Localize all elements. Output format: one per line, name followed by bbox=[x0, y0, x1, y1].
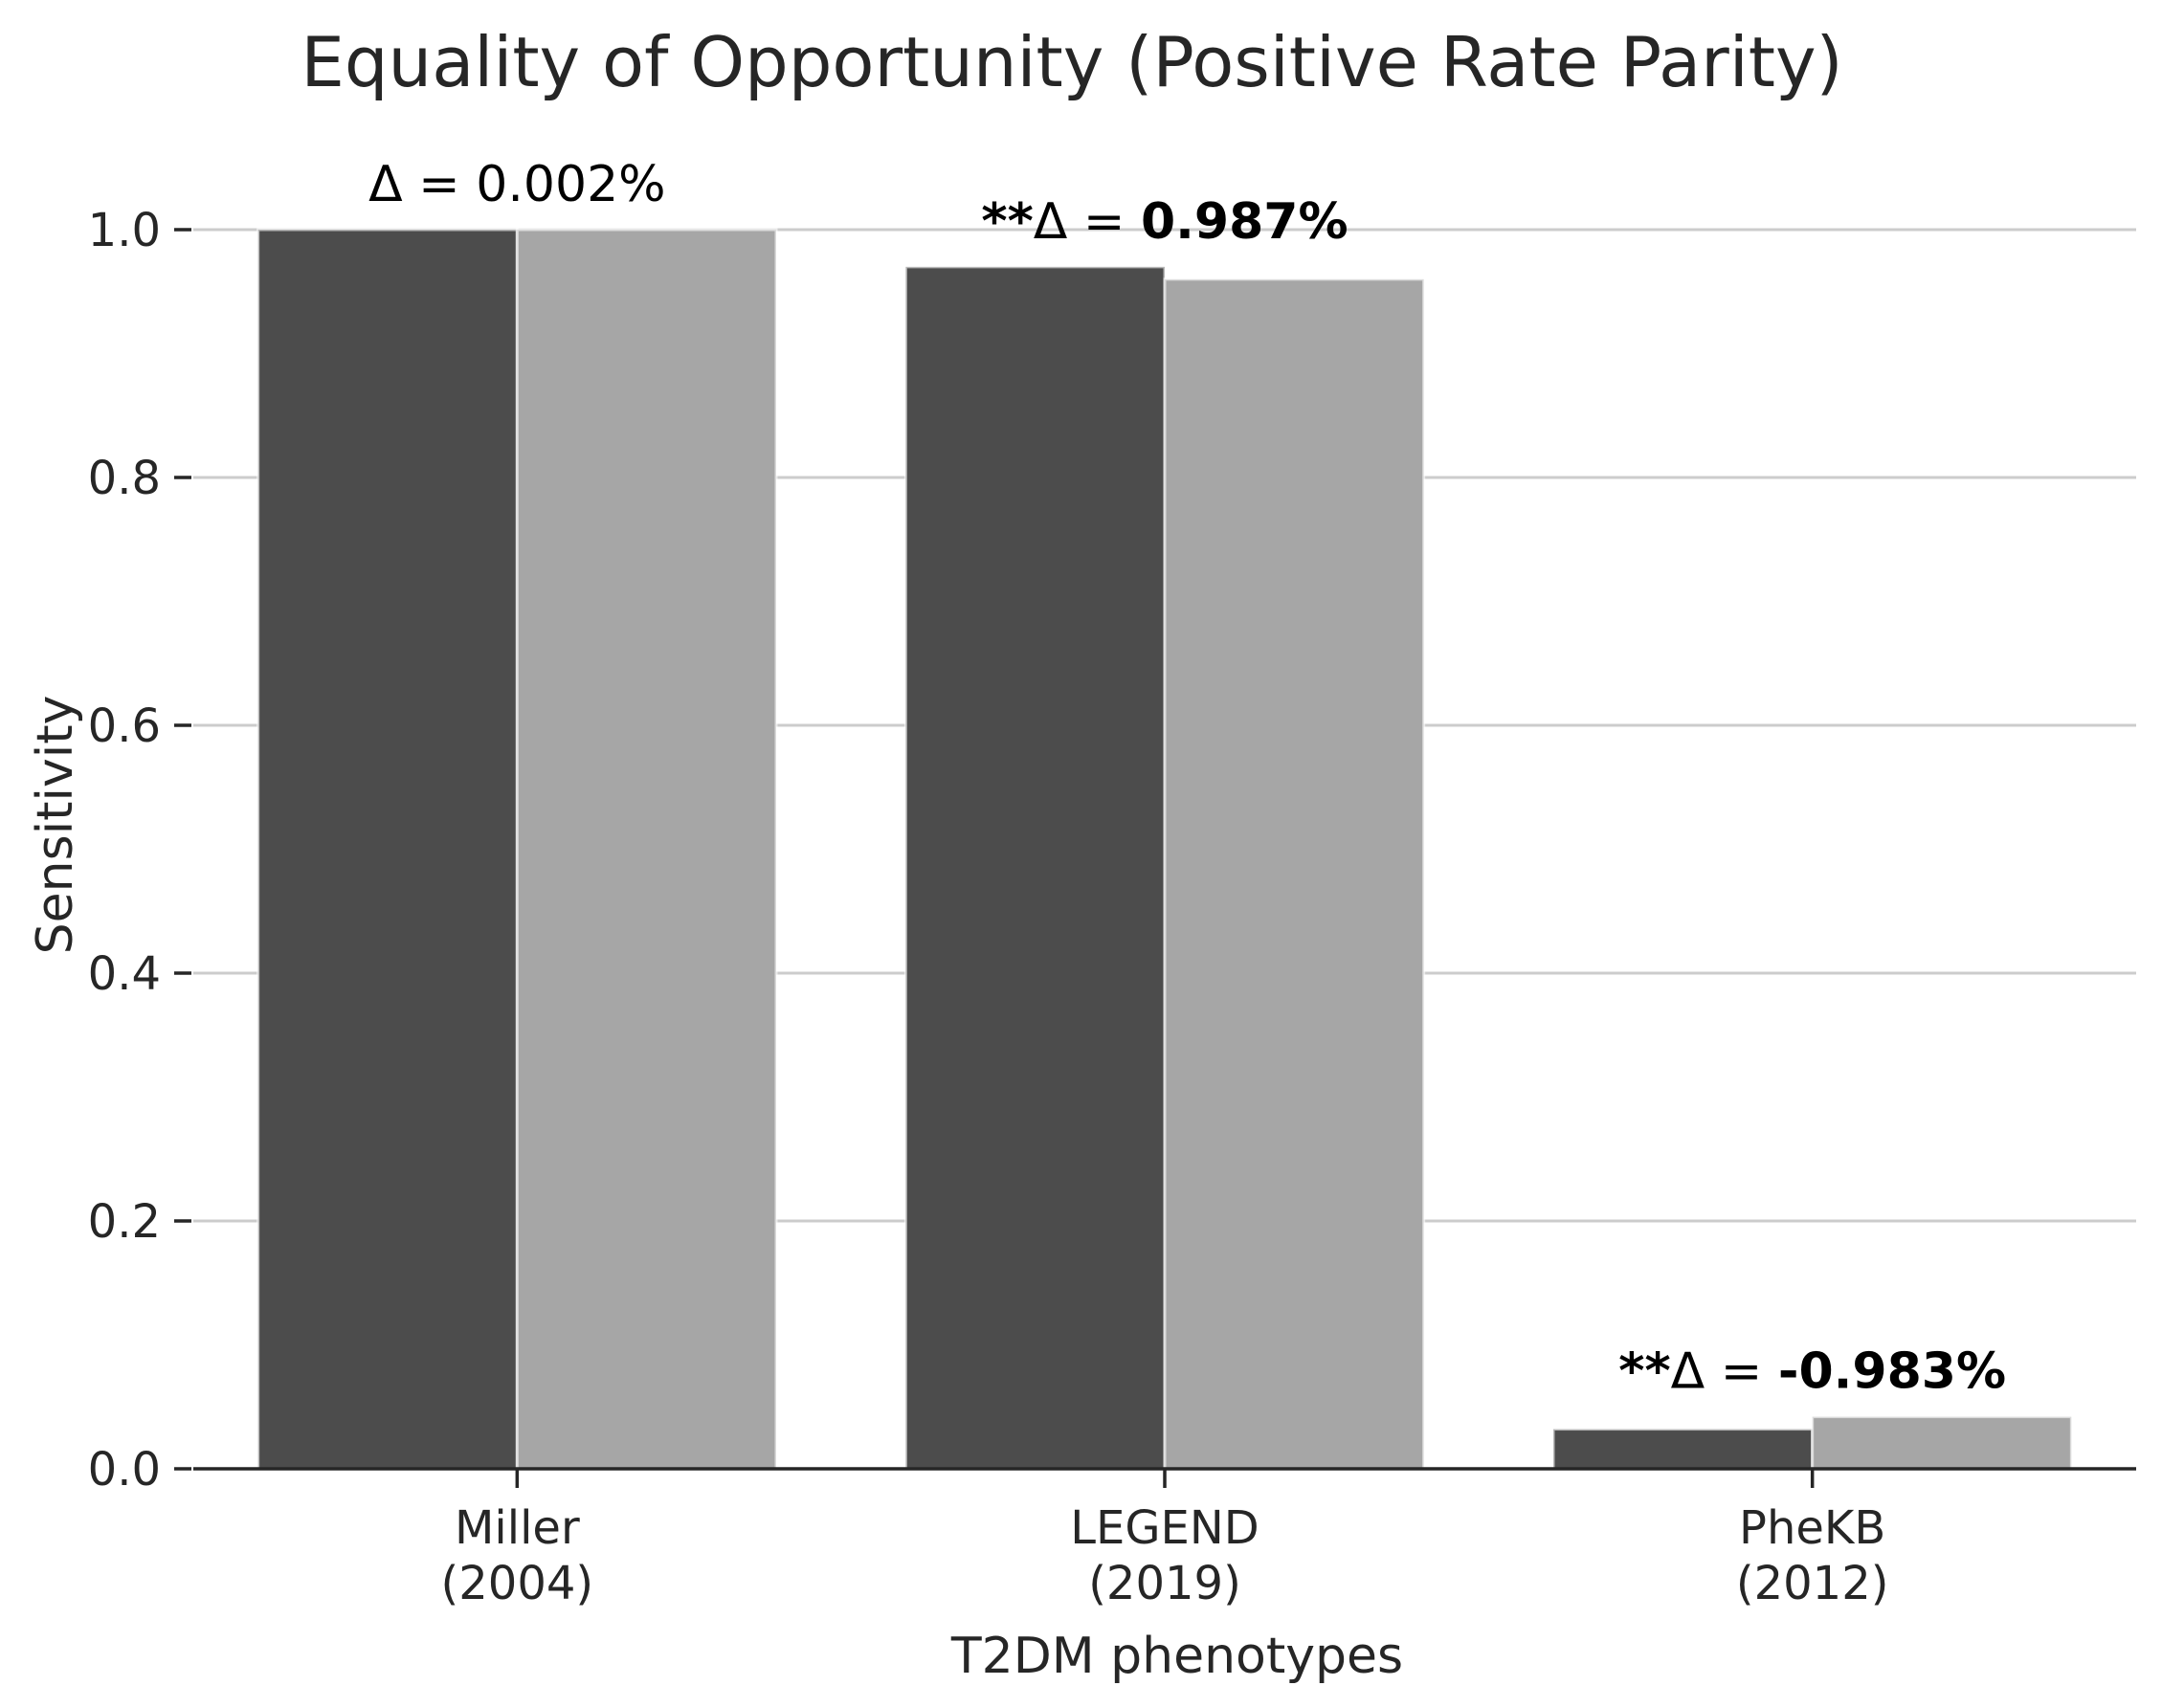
x-tick-label: PheKB (2012) bbox=[1736, 1501, 1889, 1610]
chart-title: Equality of Opportunity (Positive Rate P… bbox=[301, 22, 1842, 102]
annotations: Δ = 0.002%**Δ = 0.987%**Δ = -0.983% bbox=[368, 156, 2006, 1401]
delta-value: 0.987% bbox=[1141, 193, 1348, 251]
y-tick-label: 1.0 bbox=[88, 204, 161, 257]
delta-symbol: Δ = bbox=[1671, 1343, 1778, 1401]
delta-value: 0.002% bbox=[476, 156, 665, 213]
bars bbox=[256, 228, 2073, 1471]
delta-annotation: Δ = 0.002% bbox=[368, 156, 665, 213]
delta-symbol: Δ = bbox=[368, 156, 476, 213]
x-tick-label: Miller (2004) bbox=[441, 1501, 594, 1610]
x-axis-title: T2DM phenotypes bbox=[950, 1628, 1403, 1685]
bar bbox=[1551, 1428, 1815, 1471]
bar bbox=[1811, 1415, 2073, 1471]
y-tick-label: 0.8 bbox=[88, 452, 161, 505]
delta-value: -0.983% bbox=[1778, 1343, 2006, 1401]
bar bbox=[515, 228, 778, 1471]
bar bbox=[1163, 277, 1426, 1471]
y-tick-label: 0.6 bbox=[88, 699, 161, 753]
bar bbox=[903, 265, 1167, 1471]
y-tick-label: 0.2 bbox=[88, 1195, 161, 1249]
y-axis-title: Sensitivity bbox=[27, 696, 84, 955]
significance-marker: ** bbox=[981, 193, 1033, 251]
x-tick-label: LEGEND (2019) bbox=[1070, 1501, 1259, 1610]
y-tick-label: 0.0 bbox=[88, 1443, 161, 1497]
axes: 0.0 0.2 0.4 0.6 0.8 1.0 Miller (2004) LEGEND (201… bbox=[88, 204, 2136, 1610]
delta-annotation: **Δ = -0.983% bbox=[1618, 1343, 2006, 1401]
significance-marker: ** bbox=[1618, 1343, 1670, 1401]
bar bbox=[256, 228, 519, 1471]
y-tick-label: 0.4 bbox=[88, 947, 161, 1001]
delta-annotation: **Δ = 0.987% bbox=[981, 193, 1348, 251]
delta-symbol: Δ = bbox=[1034, 193, 1141, 251]
